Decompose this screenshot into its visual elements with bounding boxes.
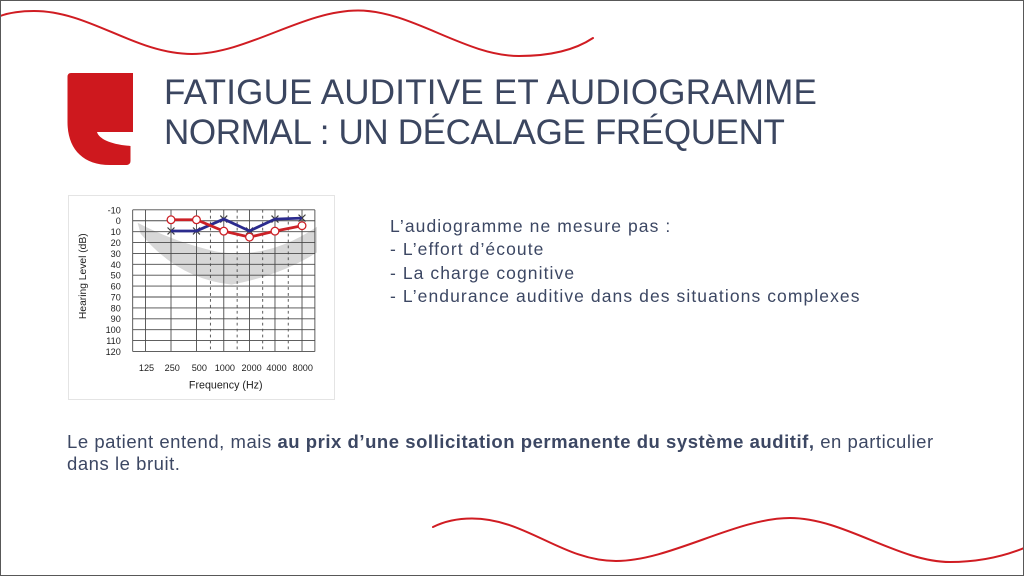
svg-text:250: 250: [165, 363, 180, 373]
svg-text:20: 20: [111, 238, 121, 248]
svg-text:90: 90: [111, 314, 121, 324]
svg-text:60: 60: [111, 282, 121, 292]
svg-text:Frequency (Hz): Frequency (Hz): [189, 380, 263, 392]
svg-text:30: 30: [111, 249, 121, 259]
svg-text:4000: 4000: [266, 363, 286, 373]
svg-text:1000: 1000: [215, 363, 235, 373]
svg-text:500: 500: [192, 363, 207, 373]
svg-text:110: 110: [106, 336, 121, 346]
svg-text:125: 125: [139, 363, 154, 373]
svg-text:100: 100: [106, 325, 121, 335]
svg-text:120: 120: [106, 347, 121, 357]
svg-text:2000: 2000: [241, 363, 261, 373]
svg-text:70: 70: [111, 292, 121, 302]
svg-text:40: 40: [111, 260, 121, 270]
svg-text:8000: 8000: [293, 363, 313, 373]
svg-text:Hearing Level (dB): Hearing Level (dB): [78, 233, 89, 319]
svg-text:0: 0: [116, 216, 121, 226]
svg-text:10: 10: [111, 227, 121, 237]
svg-text:80: 80: [111, 303, 121, 313]
svg-text:-10: -10: [108, 205, 121, 215]
svg-text:50: 50: [111, 271, 121, 281]
